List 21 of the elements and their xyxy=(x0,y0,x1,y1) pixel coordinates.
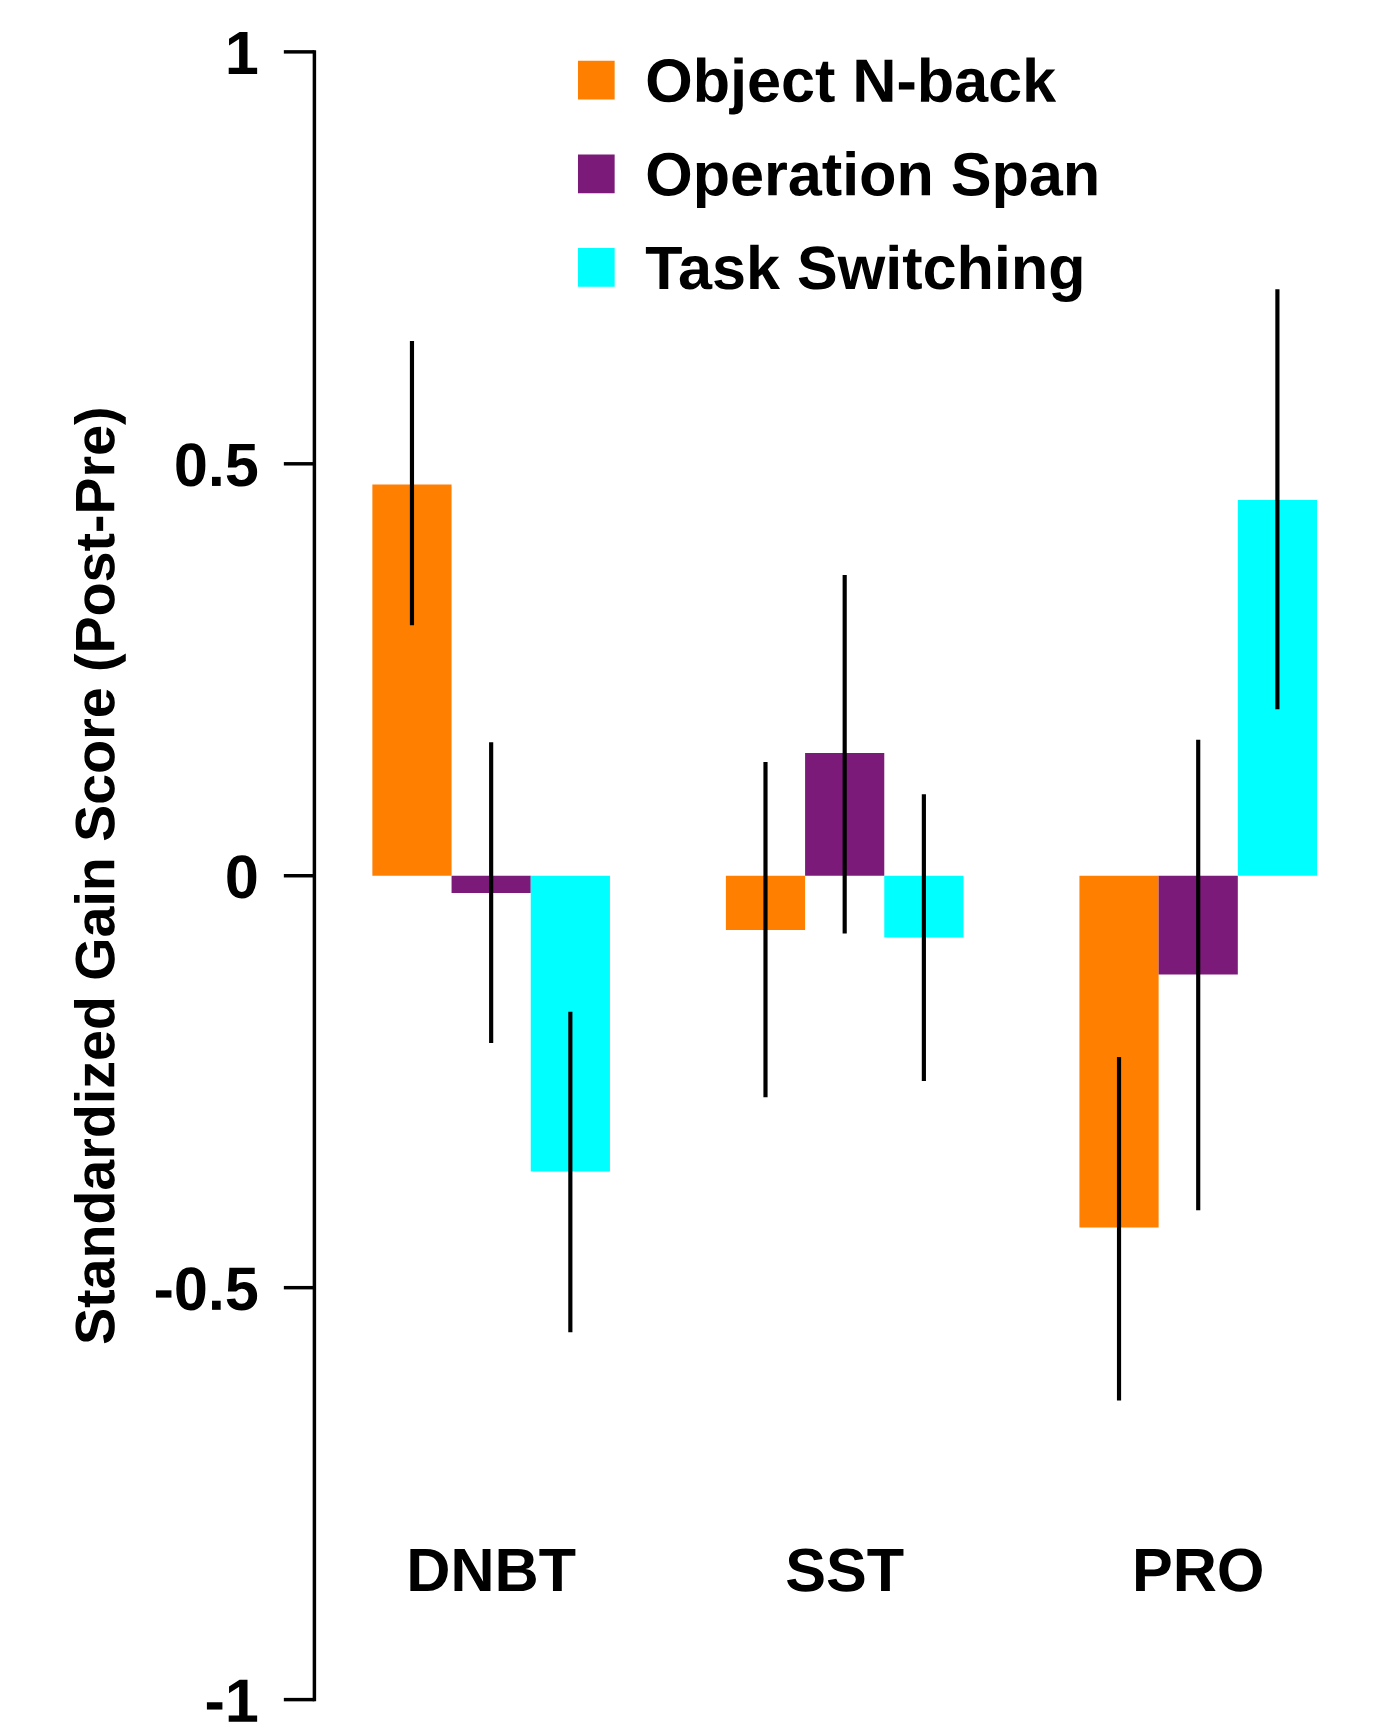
y-tick-label: 1 xyxy=(228,31,258,75)
x-tick-label: SST xyxy=(787,1548,904,1592)
bar xyxy=(1237,500,1317,876)
bar xyxy=(530,875,610,1172)
bar xyxy=(725,875,806,931)
x-tick-label: DNBT xyxy=(410,1549,576,1592)
y-tick-label: -0.5 xyxy=(155,1267,258,1311)
bar xyxy=(372,484,452,876)
y-tick-label: -1 xyxy=(206,1679,258,1722)
legend-label: Operation Span xyxy=(647,151,1097,209)
y-tick-label: 0.5 xyxy=(176,443,258,487)
y-tick-label: 0 xyxy=(227,855,257,899)
bar xyxy=(1079,875,1159,1228)
legend-label: Task Switching xyxy=(645,244,1082,302)
y-axis-title: Standardized Gain Score (Post-Pre) xyxy=(73,409,126,1344)
bar xyxy=(1158,875,1238,975)
bar xyxy=(805,752,885,876)
x-tick-label: PRO xyxy=(1136,1548,1262,1592)
legend-label: Object N-back xyxy=(647,57,1057,115)
bar xyxy=(451,875,531,894)
bar xyxy=(884,875,964,938)
